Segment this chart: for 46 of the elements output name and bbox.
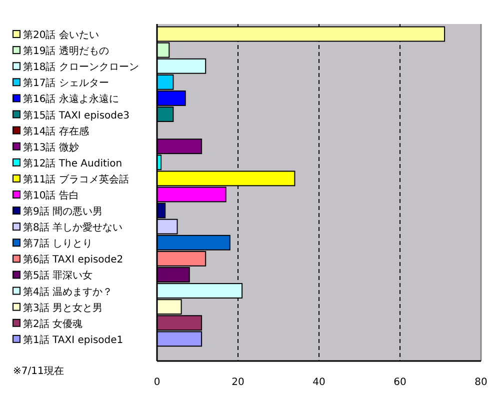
category-label: 第11話 ブラコメ英会話 [12,174,129,186]
y-tick-label: 第8話 羊しか愛せない [23,222,123,234]
y-tick-label: 第16話 永遠よ永遠に [23,93,119,106]
category-label: 第19話 透明だもの [12,46,109,58]
x-tick-label: 60 [394,377,406,388]
category-label: 第2話 女優魂 [12,318,83,330]
category-label: 第16話 永遠よ永遠に [12,94,119,106]
y-tick-label: 第12話 The Audition [23,157,122,170]
category-label: 第17話 シェルター [12,78,109,90]
y-tick-label: 第18話 クローンクローン [23,61,139,74]
y-tick-label: 第14話 存在感 [23,125,89,138]
y-tick-label: 第7話 しりとり [23,238,93,250]
y-tick-label: 第3話 男と女と男 [23,302,103,314]
category-label: 第12話 The Audition [12,158,122,170]
category-label: 第9話 間の悪い男 [12,206,103,218]
category-label: 第20話 会いたい [12,30,99,42]
y-tick-label: 第20話 会いたい [23,29,99,42]
y-tick-label: 第4話 温めますか？ [23,286,113,298]
y-tick-label: 第1話 TAXI episode1 [23,334,124,346]
x-tick-label: 40 [312,377,326,388]
category-label: 第13話 微妙 [12,142,79,154]
category-label: 第1話 TAXI episode1 [12,334,124,346]
y-tick-label: 第9話 間の悪い男 [23,206,103,218]
category-label: 第5話 罪深い女 [12,270,93,282]
category-label: 第10話 告白 [12,190,79,202]
y-tick-label: 第19話 透明だもの [23,45,109,58]
y-tick-label: 第15話 TAXI episode3 [23,109,130,122]
x-tick-label: 20 [232,377,244,388]
y-tick-label: 第10話 告白 [23,190,79,202]
y-tick-label: 第13話 微妙 [23,141,79,154]
category-label: 第8話 羊しか愛せない [12,222,123,234]
y-tick-label: 第11話 ブラコメ英会話 [23,173,129,186]
category-label: 第7話 しりとり [12,238,93,250]
text: ※7/11現在 [13,365,64,377]
category-label: 第18話 クローンクローン [12,62,139,74]
category-label: 第4話 温めますか？ [12,286,113,298]
y-tick-label: 第5話 罪深い女 [23,270,93,282]
category-label: 第15話 TAXI episode3 [12,110,130,122]
x-tick-label: 0 [154,377,160,388]
x-tick-label: 80 [474,377,488,388]
y-tick-label: 第6話 TAXI episode2 [23,254,124,266]
y-tick-label: 第2話 女優魂 [23,318,83,330]
y-tick-label: 第17話 シェルター [23,77,109,90]
category-label: 第3話 男と女と男 [12,302,103,314]
category-label: 第14話 存在感 [12,126,89,138]
category-label: 第6話 TAXI episode2 [12,254,124,266]
